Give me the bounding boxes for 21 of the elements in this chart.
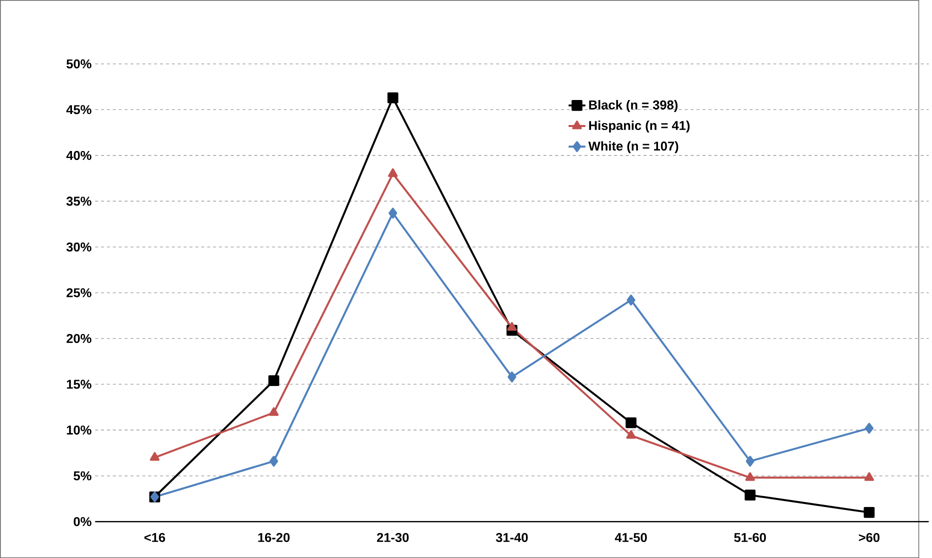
y-tick-label: 10% (66, 425, 92, 435)
y-tick-label: 15% (66, 380, 92, 389)
x-tick-label: 41-50 (614, 532, 647, 542)
y-tick-label: 45% (66, 105, 92, 114)
y-tick-label: 0% (74, 517, 92, 526)
y-tick-label: 5% (74, 471, 92, 480)
y-tick-label: 35% (66, 196, 92, 206)
y-tick-label: 25% (66, 288, 92, 298)
y-tick-label: 40% (66, 150, 92, 160)
x-tick-label: 51-60 (734, 532, 766, 542)
y-tick-label: 30% (66, 242, 92, 252)
legend-label: White (n = 107) (588, 141, 678, 154)
y-tick-label: 20% (66, 334, 92, 343)
y-tick-label: 50% (66, 59, 92, 68)
legend-label: Hispanic (n = 41) (589, 120, 690, 132)
x-tick-label: <16 (144, 532, 166, 542)
x-tick-label: 16-20 (258, 532, 290, 542)
legend-label: Black (n = 398) (589, 100, 678, 112)
x-tick-label: 31-40 (496, 532, 528, 542)
x-tick-label: >60 (858, 532, 880, 542)
x-tick-label: 21-30 (376, 532, 409, 542)
